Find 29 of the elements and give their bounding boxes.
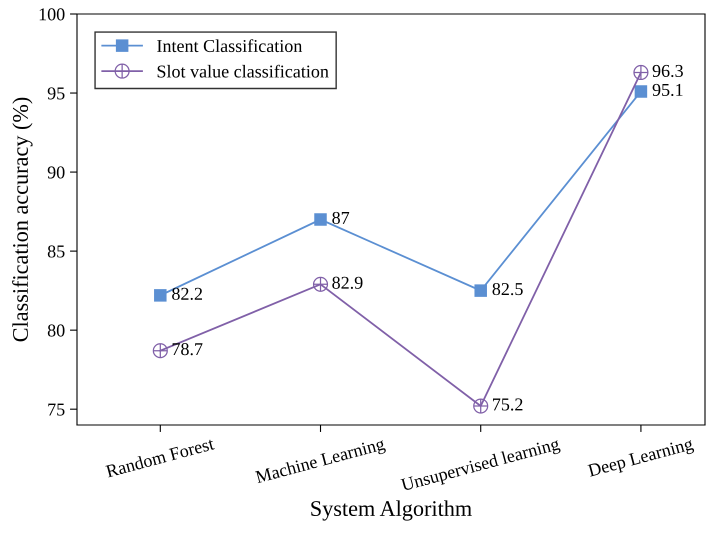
point <box>474 284 487 297</box>
x-axis-title: System Algorithm <box>311 500 472 521</box>
point <box>314 213 327 226</box>
point <box>473 398 488 414</box>
y-tick-label: 100 <box>40 8 65 20</box>
point <box>633 64 648 80</box>
x-tick-label: Deep Learning <box>587 437 695 480</box>
point <box>154 289 167 302</box>
y-tick-label: 80 <box>48 324 65 337</box>
y-tick-label: 75 <box>48 404 64 416</box>
data-label: 95.1 <box>652 84 683 96</box>
x-tick-label: Random Forest <box>105 436 215 478</box>
data-label: 75.2 <box>493 398 522 411</box>
legend-label: Intent Classification <box>157 39 302 52</box>
data-label: 82.2 <box>172 288 202 300</box>
point <box>634 85 648 98</box>
y-tick-label: 85 <box>48 245 64 258</box>
legend-label: Slot value classification <box>158 64 329 78</box>
x-tick-label: Machine Learning <box>254 436 386 487</box>
y-axis-title: Classification accuracy (%) <box>12 98 33 342</box>
data-label: 96.3 <box>652 64 683 78</box>
data-label: 82.9 <box>332 276 362 289</box>
y-tick-label: 90 <box>48 166 65 179</box>
data-label: 87 <box>332 212 350 224</box>
data-label: 82.5 <box>492 282 523 296</box>
y-tick-label: 95 <box>48 87 64 100</box>
point <box>312 276 328 292</box>
point <box>152 343 168 358</box>
data-label: 78.7 <box>172 343 202 356</box>
